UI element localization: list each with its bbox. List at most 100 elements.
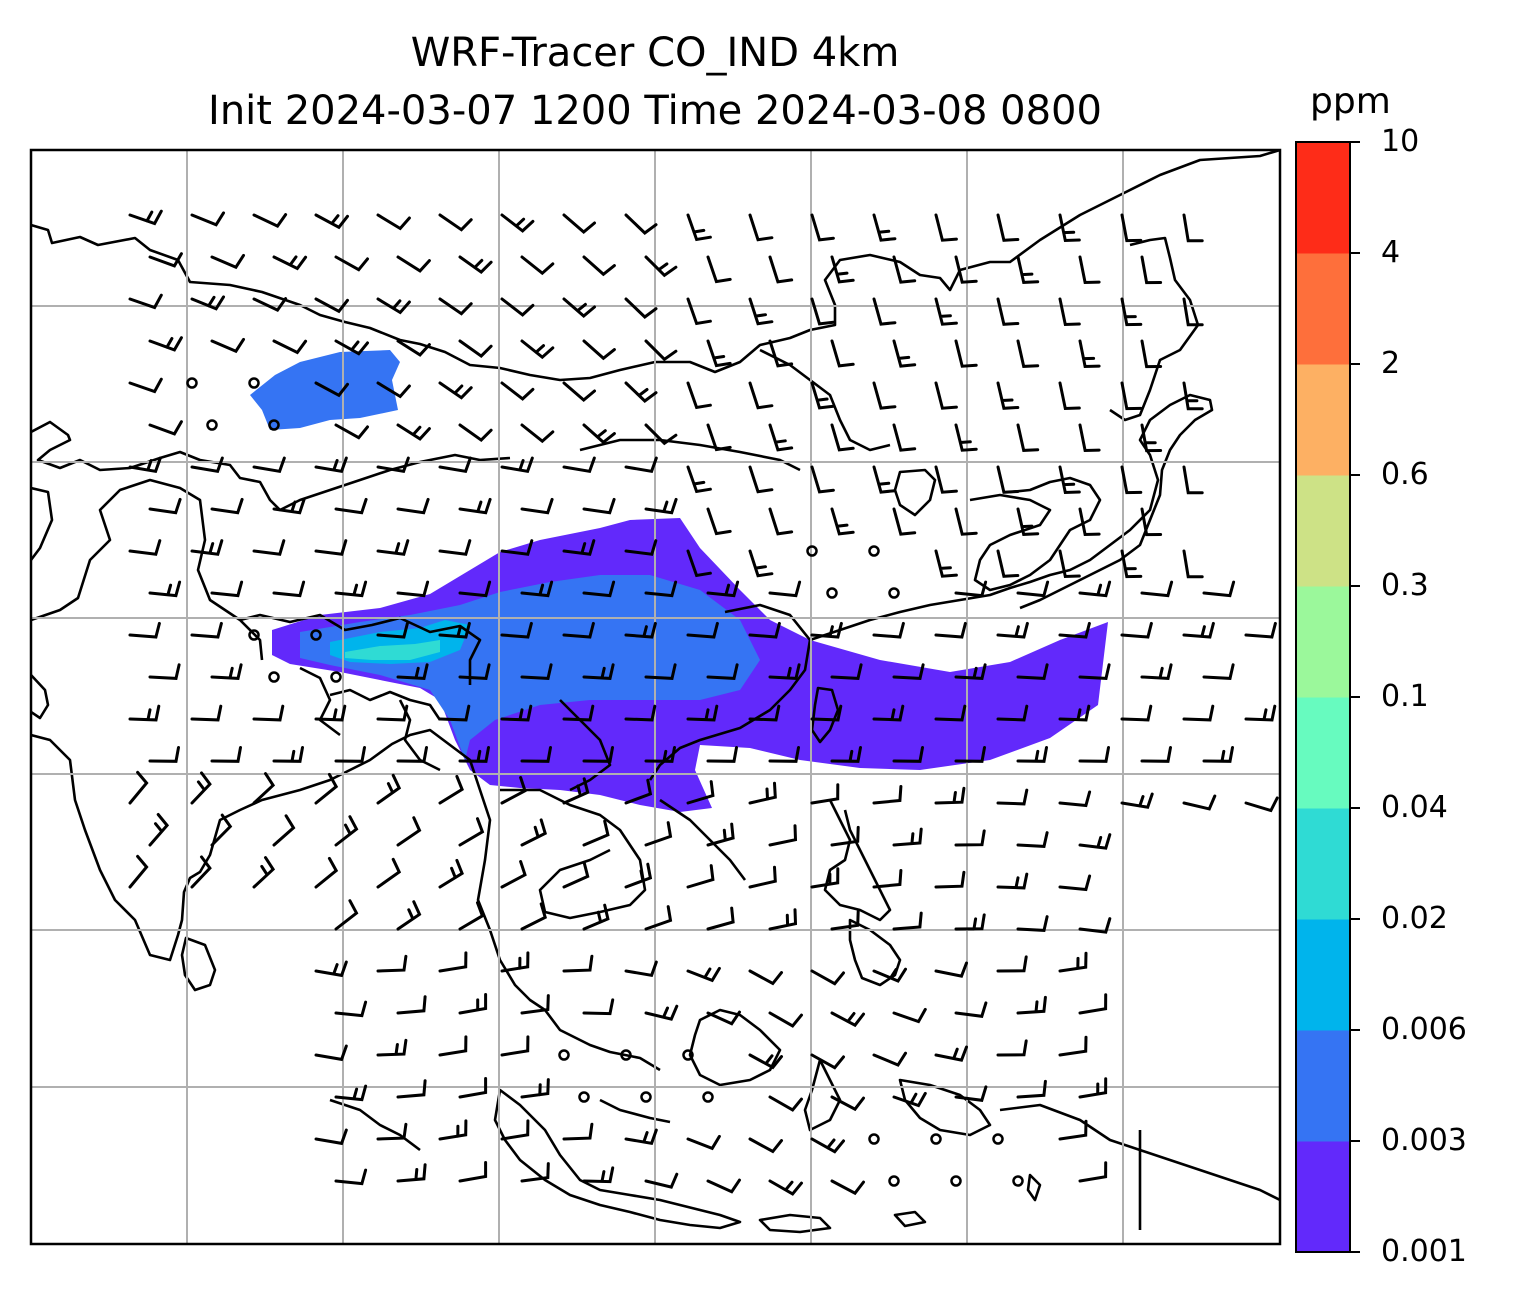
wind-barb	[1016, 339, 1040, 368]
wind-barb	[334, 580, 368, 598]
wind-barb	[562, 861, 590, 889]
wind-barb	[686, 704, 719, 722]
wind-barb	[1140, 507, 1163, 537]
tracer-plume	[250, 350, 1108, 812]
wind-barb	[810, 213, 835, 242]
wind-barb	[1058, 874, 1092, 892]
wind-barb	[128, 456, 162, 473]
wind-barb	[830, 339, 855, 368]
wind-barb	[1140, 580, 1174, 598]
wind-barb	[520, 663, 553, 680]
wind-barb	[644, 339, 678, 362]
wind-barb	[706, 339, 732, 368]
colorbar	[1295, 141, 1360, 1253]
colorbar-tick-label: 0.006	[1381, 1012, 1467, 1047]
wind-barb	[190, 855, 212, 889]
calm-wind-marker	[806, 545, 818, 557]
wind-barb	[314, 1044, 348, 1062]
wind-barb	[644, 1004, 679, 1021]
calm-wind-marker	[702, 1091, 714, 1103]
wind-barb	[934, 704, 967, 722]
wind-barb	[686, 465, 712, 494]
wind-barb	[1182, 381, 1204, 411]
wind-barb	[396, 995, 427, 1015]
wind-barb	[148, 746, 180, 763]
wind-barb	[500, 704, 533, 722]
plume-inner	[300, 575, 760, 760]
wind-barb	[582, 746, 614, 763]
colorbar-tick-label: 0.04	[1381, 790, 1448, 825]
colorbar-tick-label: 10	[1381, 124, 1420, 159]
calm-wind-marker	[186, 377, 198, 389]
wind-barb	[644, 497, 678, 515]
wind-barb	[438, 774, 464, 805]
wind-barb	[1078, 833, 1112, 850]
wind-barb	[314, 539, 348, 556]
wind-barb	[892, 423, 917, 452]
wind-barb	[1244, 796, 1279, 813]
wind-barb	[1058, 1119, 1088, 1141]
calm-wind-marker	[1012, 1175, 1024, 1187]
wind-barb	[748, 213, 774, 242]
wind-barb	[934, 961, 968, 978]
colorbar-tick-label: 0.003	[1381, 1123, 1467, 1158]
wind-barb	[272, 339, 308, 355]
wind-barb	[872, 1051, 907, 1067]
calm-wind-marker	[888, 1175, 900, 1187]
wind-barb	[892, 911, 923, 931]
wind-barb	[624, 1128, 658, 1145]
wind-barb	[748, 781, 777, 805]
wind-barb	[748, 1053, 783, 1070]
wind-barb	[934, 1045, 968, 1062]
wind-barb	[1078, 993, 1108, 1015]
wind-barb	[892, 339, 917, 368]
wind-barb	[1182, 549, 1204, 579]
wind-barb	[438, 1035, 468, 1057]
wind-barb	[644, 663, 677, 680]
colorbar-segment	[1296, 697, 1350, 809]
wind-barb	[334, 423, 369, 440]
calm-wind-marker	[330, 671, 342, 683]
wind-barb	[334, 497, 368, 515]
wind-barb	[252, 772, 276, 805]
colorbar-tick-label: 0.001	[1381, 1234, 1467, 1269]
wind-barb	[1078, 1161, 1108, 1183]
wind-barb	[1078, 339, 1101, 369]
wind-barb	[314, 213, 349, 230]
wind-barb	[458, 339, 493, 359]
wind-barb	[190, 771, 212, 805]
wind-barb	[562, 621, 595, 639]
wind-barb	[376, 773, 402, 805]
wind-barb	[396, 1079, 427, 1099]
calm-wind-marker	[868, 1133, 880, 1145]
wind-barb	[458, 423, 493, 443]
wind-barb	[582, 497, 616, 515]
wind-barb	[686, 621, 719, 639]
wind-barb	[458, 580, 492, 598]
calm-wind-marker	[268, 419, 280, 431]
wind-barb	[954, 1001, 988, 1018]
calm-wind-marker	[620, 1049, 632, 1061]
wind-barb	[500, 1035, 530, 1057]
wind-barb	[872, 465, 897, 494]
colorbar-segment	[1296, 1141, 1350, 1253]
wind-barb	[376, 1038, 408, 1057]
wind-barb	[1202, 580, 1236, 598]
wind-barb	[644, 821, 673, 847]
wind-barb	[1078, 746, 1110, 763]
wind-barb	[582, 903, 610, 931]
wind-barb	[1078, 580, 1112, 598]
wind-barb	[768, 339, 794, 368]
wind-barb	[396, 255, 431, 273]
wind-barb	[396, 339, 431, 357]
wind-barb	[582, 819, 610, 847]
wind-barb	[1016, 507, 1040, 536]
wind-barb	[396, 816, 422, 847]
wind-barb	[624, 539, 658, 556]
calm-wind-marker	[826, 587, 838, 599]
map-title-line-2: Init 2024-03-07 1200 Time 2024-03-08 080…	[208, 88, 1102, 134]
map-area[interactable]	[31, 150, 1280, 1244]
wind-barb	[582, 255, 616, 277]
wind-barb	[520, 255, 555, 276]
wind-barb	[706, 423, 732, 452]
